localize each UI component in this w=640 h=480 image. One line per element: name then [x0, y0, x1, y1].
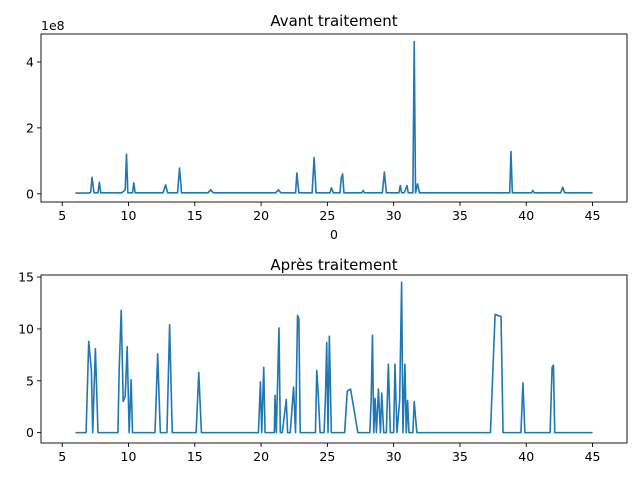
x-tick-label: 10	[121, 449, 137, 464]
x-tick-label: 20	[253, 449, 269, 464]
y-tick-label: 2	[26, 120, 34, 135]
x-tick-label: 30	[386, 449, 402, 464]
x-tick-label: 35	[452, 208, 468, 223]
x-tick-label: 45	[585, 449, 601, 464]
y-tick-label: 10	[18, 321, 34, 336]
chart-apres-traitement: Après traitement 5 10 15 20 25 30 35 40 45 0 5 10 1…	[18, 256, 628, 464]
x-tick-label: 5	[58, 449, 66, 464]
y-axis-ticks: 0 5 10 15	[18, 270, 41, 440]
y-axis-ticks: 0 2 4	[26, 55, 41, 201]
x-axis-ticks: 5 10 15 20 25 30 35 40 45	[58, 443, 600, 464]
x-tick-label: 5	[58, 208, 66, 223]
chart-avant-traitement: Avant traitement 1e8 5 10 15 20 25 30 35 40 45 0…	[26, 12, 628, 242]
series-line	[75, 40, 593, 194]
y-tick-label: 0	[26, 186, 34, 201]
x-axis-label: 0	[330, 227, 338, 242]
x-tick-label: 45	[585, 208, 601, 223]
y-tick-label: 15	[18, 270, 34, 285]
y-multiplier-label: 1e8	[41, 18, 65, 33]
x-axis-ticks: 5 10 15 20 25 30 35 40 45	[58, 202, 600, 223]
x-tick-label: 25	[319, 449, 335, 464]
y-tick-label: 4	[26, 55, 34, 70]
plot-frame	[40, 33, 628, 203]
x-tick-label: 25	[319, 208, 335, 223]
x-tick-label: 30	[386, 208, 402, 223]
x-tick-label: 35	[452, 449, 468, 464]
chart-title: Avant traitement	[270, 12, 397, 30]
x-tick-label: 40	[518, 449, 534, 464]
series-line	[75, 281, 593, 434]
x-tick-label: 20	[253, 208, 269, 223]
plot-frame	[40, 274, 628, 444]
x-tick-label: 15	[187, 449, 203, 464]
y-tick-label: 0	[26, 425, 34, 440]
x-tick-label: 10	[121, 208, 137, 223]
x-tick-label: 15	[187, 208, 203, 223]
chart-title: Après traitement	[270, 256, 397, 274]
y-tick-label: 5	[26, 373, 34, 388]
x-tick-label: 40	[518, 208, 534, 223]
